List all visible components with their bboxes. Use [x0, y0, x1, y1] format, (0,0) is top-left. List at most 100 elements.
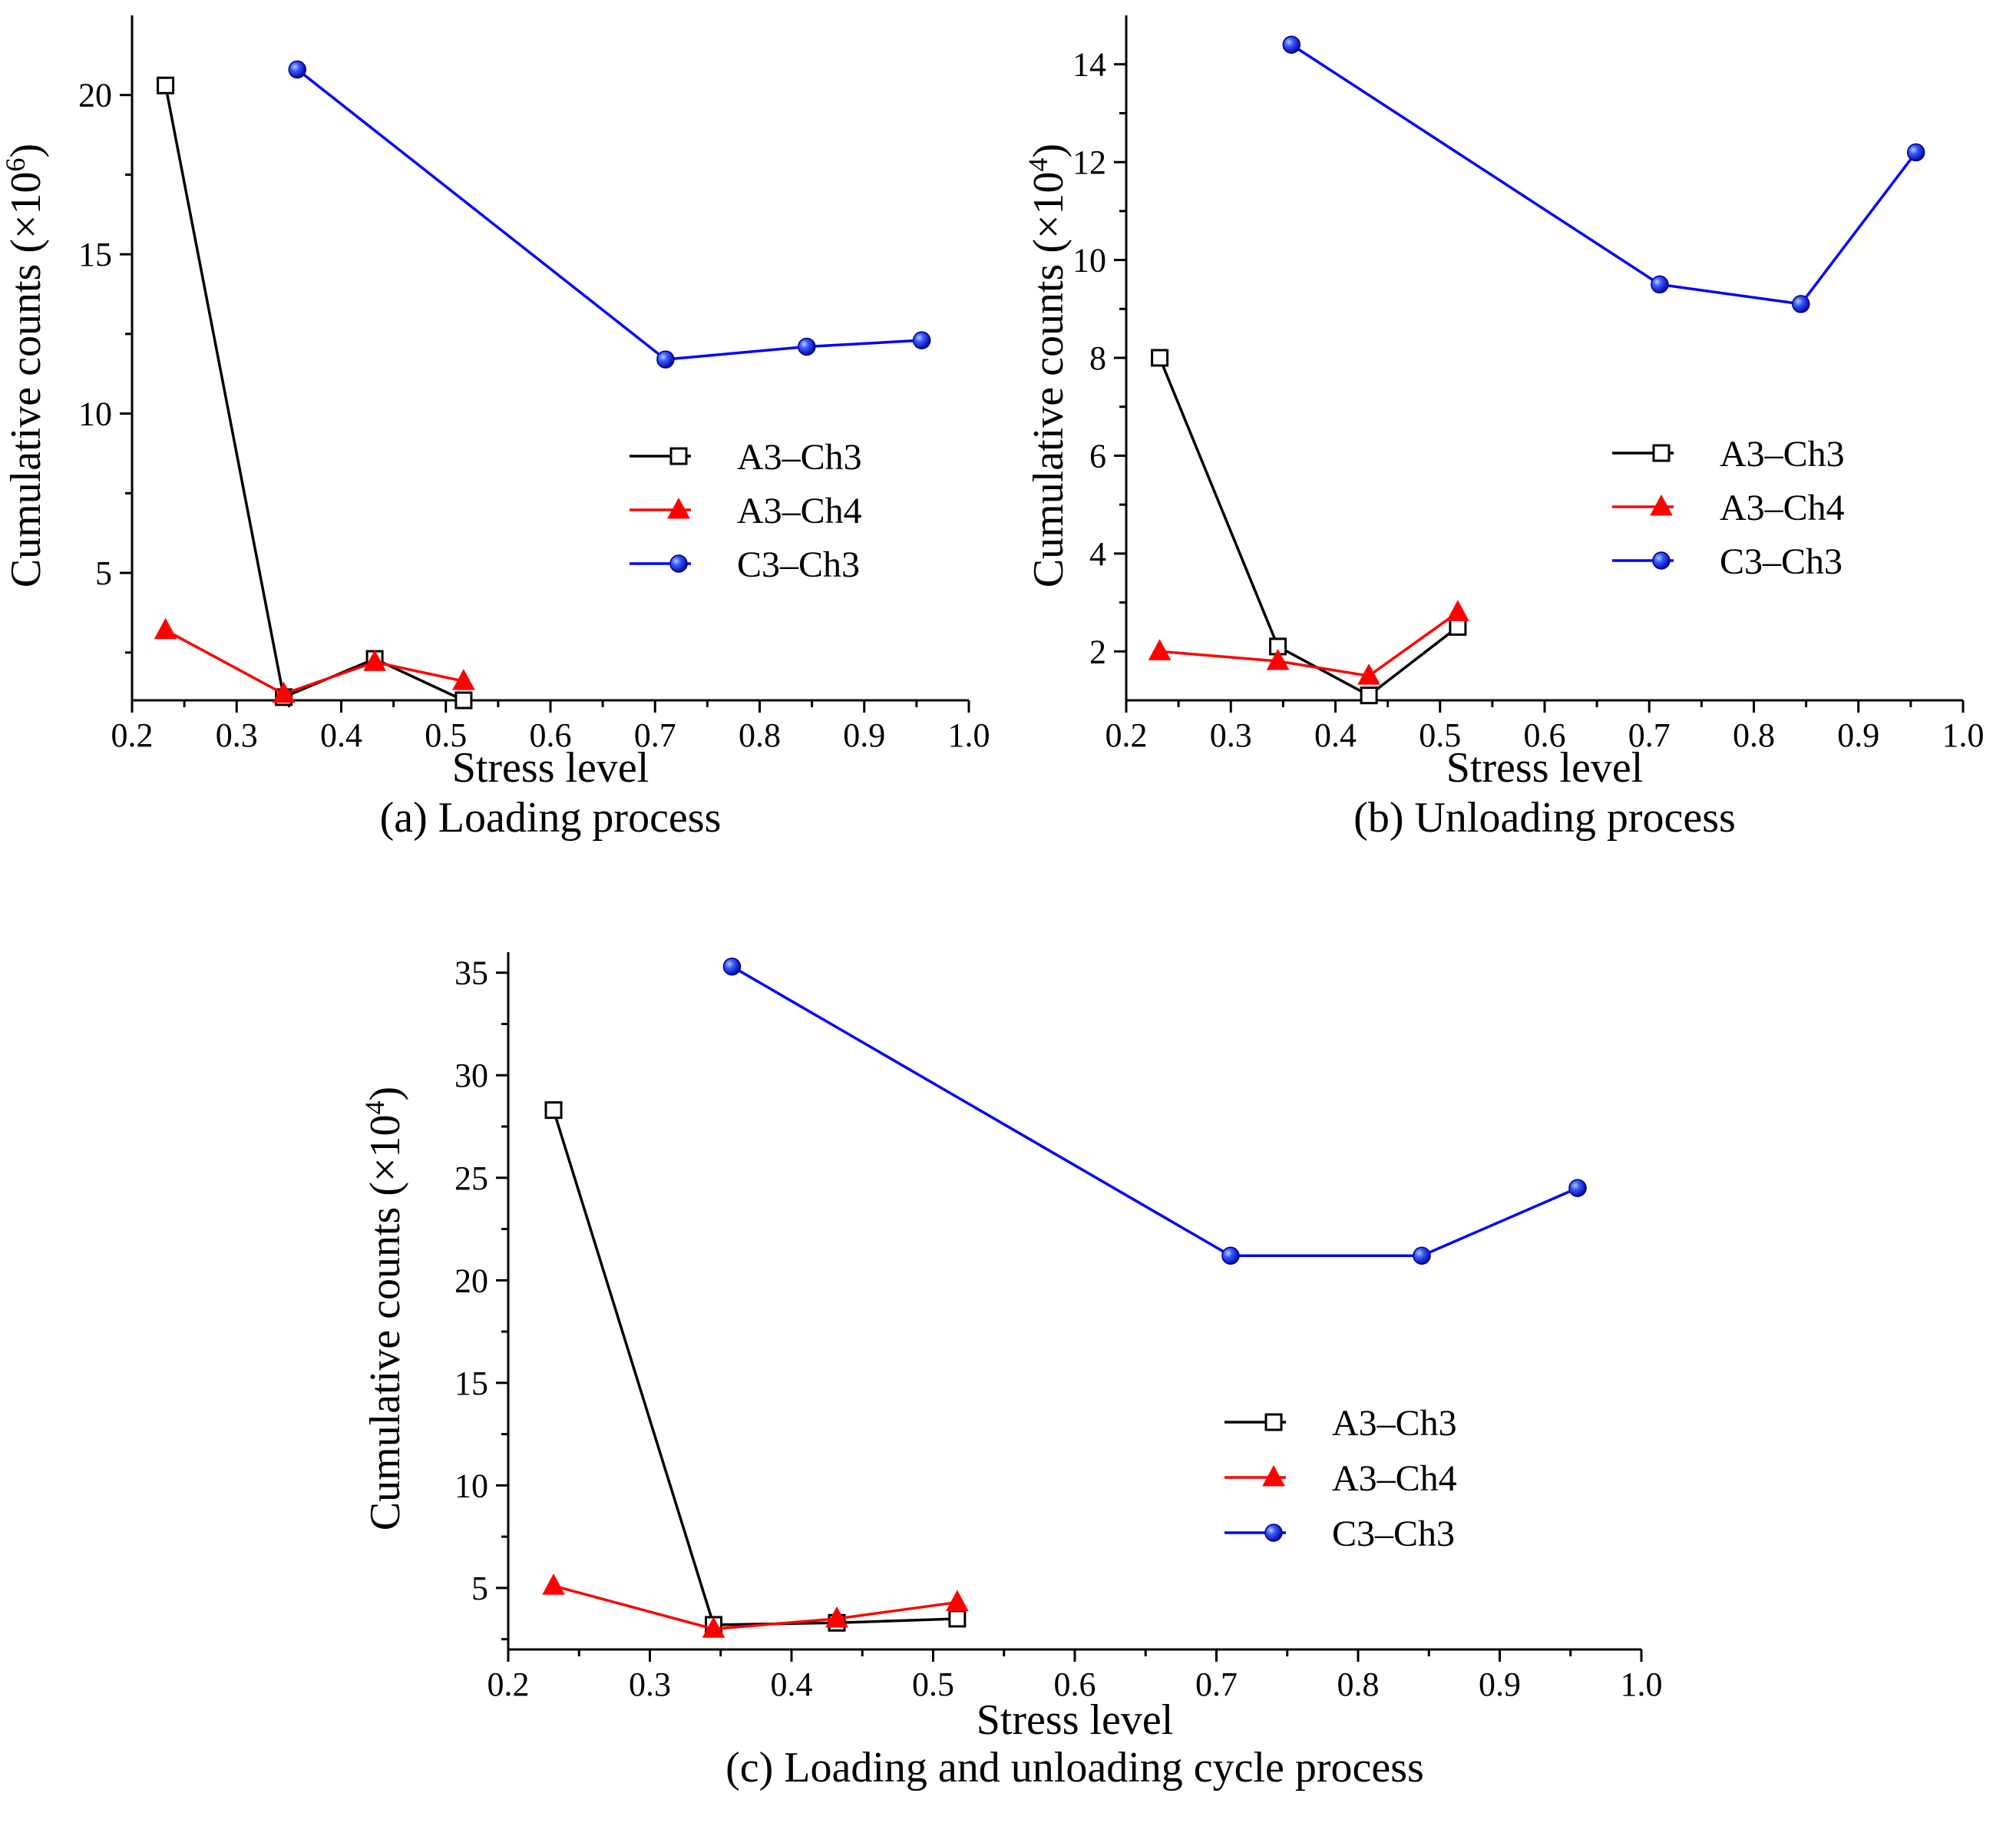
x-tick-label: 0.8	[1733, 716, 1775, 754]
y-tick-label: 20	[78, 77, 112, 114]
y-tick-label: 25	[454, 1160, 488, 1197]
y-tick-label: 15	[78, 236, 112, 273]
series-c3-ch3	[288, 60, 931, 369]
y-axis-title-exponent: 4	[1023, 157, 1053, 171]
data-point	[272, 681, 296, 703]
x-tick-label: 0.9	[843, 716, 885, 754]
data-point	[1906, 143, 1925, 162]
series-a3-ch3	[544, 1101, 967, 1634]
x-tick-label: 0.2	[1105, 716, 1148, 754]
legend-label: C3–Ch3	[1332, 1514, 1455, 1554]
x-tick-label: 0.4	[1314, 716, 1357, 754]
legend-label: C3–Ch3	[1720, 541, 1842, 582]
legend-label: A3–Ch3	[737, 437, 862, 478]
x-tick-label: 0.5	[1419, 716, 1461, 754]
legend-label: A3–Ch3	[1720, 434, 1845, 475]
data-point	[1360, 687, 1378, 705]
series-a3-ch4	[542, 1573, 969, 1638]
data-point	[1651, 275, 1669, 294]
legend-marker	[669, 447, 688, 465]
x-tick-label: 0.4	[320, 716, 362, 754]
data-point	[544, 1101, 563, 1120]
series-a3-ch4	[1148, 600, 1469, 685]
series-line	[296, 68, 922, 361]
data-point	[1792, 295, 1810, 313]
data-point	[1449, 617, 1467, 636]
panel-a-loading-process: 0.2 0.3 0.4 0.5 0.6 0.7 0.8 0.9 1.0 5 10 15 20 Stress…	[0, 15, 990, 842]
y-tick-label: 10	[1072, 242, 1106, 280]
y-axis-title: Cumulative counts (×104)	[359, 1087, 409, 1530]
data-point	[825, 1606, 848, 1628]
x-tick-label: 0.6	[530, 716, 572, 754]
y-tick-label: 12	[1072, 144, 1106, 181]
legend-label: C3–Ch3	[737, 544, 860, 585]
data-point	[1446, 600, 1469, 621]
legend-marker	[1262, 1464, 1285, 1487]
x-tick-label: 0.7	[1195, 1666, 1238, 1703]
panel-caption: (a) Loading process	[380, 794, 722, 842]
y-axis-title-close: )	[1025, 144, 1072, 158]
y-tick-label: 10	[454, 1467, 488, 1504]
data-point	[288, 60, 307, 79]
x-tick-label: 1.0	[948, 716, 990, 754]
legend-marker	[1652, 551, 1671, 570]
legend-marker	[1652, 444, 1671, 462]
y-axis-title: Cumulative counts (×104)	[1023, 144, 1072, 587]
data-point	[542, 1573, 565, 1595]
data-point	[154, 617, 177, 640]
legend-marker	[1264, 1413, 1283, 1431]
series-line	[164, 84, 464, 702]
series-a3-ch4	[154, 617, 475, 703]
legend: A3–Ch3 A3–Ch4 C3–Ch3	[630, 437, 862, 585]
data-point	[1221, 1246, 1240, 1265]
y-axis-title-close: )	[2, 144, 50, 158]
y-axis-title-main: Cumulative counts (×10	[2, 171, 50, 587]
x-tick-label: 0.7	[1628, 716, 1671, 754]
legend: A3–Ch3 A3–Ch4 C3–Ch3	[1612, 434, 1845, 582]
series-line	[553, 1584, 958, 1631]
x-tick-label: 0.2	[487, 1666, 530, 1703]
data-point	[452, 669, 475, 690]
x-tick-label: 1.0	[1942, 716, 1985, 754]
y-axis-title-exponent: 6	[0, 157, 31, 171]
x-axis-title: Stress level	[977, 1696, 1174, 1744]
y-axis-title-close: )	[362, 1087, 409, 1101]
data-point	[1413, 1246, 1431, 1265]
data-point	[1357, 663, 1380, 685]
data-point	[1568, 1179, 1587, 1197]
y-tick-label: 35	[454, 955, 488, 992]
y-tick-label: 20	[454, 1262, 488, 1299]
series-line	[552, 1110, 957, 1626]
legend-marker	[1650, 494, 1673, 516]
y-tick-label: 10	[78, 395, 112, 433]
panel-caption: (b) Unloading process	[1353, 794, 1736, 842]
series-a3-ch3	[157, 76, 473, 710]
data-point	[363, 650, 386, 671]
series-line	[164, 629, 464, 696]
data-point	[948, 1610, 967, 1628]
x-axis-title: Stress level	[452, 744, 649, 792]
y-tick-label: 4	[1089, 535, 1106, 573]
data-point	[912, 331, 931, 349]
series-line	[1291, 43, 1918, 306]
y-tick-label: 5	[471, 1570, 488, 1607]
panel-b-unloading-process: 0.2 0.3 0.4 0.5 0.6 0.7 0.8 0.9 1.0 2 4 6 8 10 12 14 Str…	[1023, 15, 1985, 842]
data-point	[157, 76, 175, 94]
y-axis-title-main: Cumulative counts (×10	[362, 1114, 409, 1530]
x-tick-label: 0.9	[1479, 1666, 1521, 1703]
y-tick-label: 5	[95, 554, 112, 592]
series-a3-ch3	[1151, 349, 1467, 705]
x-tick-label: 0.5	[912, 1666, 954, 1703]
data-point	[1148, 639, 1172, 660]
legend-marker	[669, 554, 688, 573]
x-tick-label: 0.6	[1524, 716, 1566, 754]
legend-label: A3–Ch4	[1720, 488, 1845, 528]
y-tick-label: 15	[454, 1365, 488, 1402]
axes-frame	[507, 952, 1641, 1651]
data-point	[1151, 349, 1169, 367]
data-point	[702, 1616, 725, 1638]
data-point	[454, 691, 473, 710]
series-line	[1158, 357, 1459, 697]
x-tick-label: 1.0	[1621, 1666, 1663, 1703]
